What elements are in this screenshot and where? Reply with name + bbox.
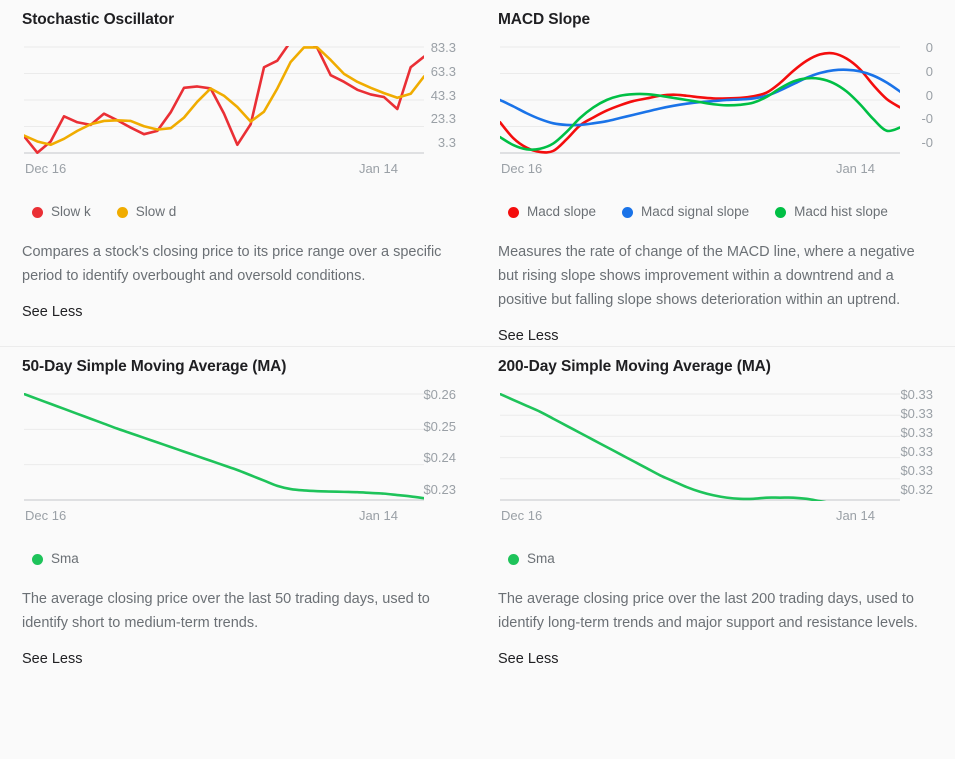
x-axis-labels: Dec 16 Jan 14 xyxy=(25,509,398,523)
chart-legend: Macd slope Macd signal slope Macd hist s… xyxy=(498,204,933,220)
x-tick-end: Jan 14 xyxy=(835,161,875,176)
series-line-sma xyxy=(24,393,424,500)
x-tick-end: Jan 14 xyxy=(358,161,398,176)
x-axis-labels: Dec 16 Jan 14 xyxy=(501,162,875,176)
see-less-toggle[interactable]: See Less xyxy=(22,651,83,667)
chart-200-day-sma: $0.33 $0.33 $0.33 $0.33 $0.33 $0.32 Dec … xyxy=(498,388,933,523)
y-tick: $0.33 xyxy=(900,463,933,478)
y-tick: 0 xyxy=(925,40,933,55)
line-chart-svg xyxy=(24,393,424,501)
y-tick: 63.3 xyxy=(430,63,456,79)
card-stochastic-oscillator: Stochastic Oscillator 83.3 63.3 43.3 23.… xyxy=(0,0,478,346)
page-title: Stochastic Oscillator xyxy=(22,11,175,28)
see-less-toggle[interactable]: See Less xyxy=(498,651,559,667)
x-tick-start: Dec 16 xyxy=(25,161,67,176)
x-tick-start: Dec 16 xyxy=(25,508,67,523)
legend-dot-icon xyxy=(508,206,519,218)
y-tick: $0.24 xyxy=(423,450,456,466)
legend-item[interactable]: Sma xyxy=(32,551,79,567)
indicator-grid: Stochastic Oscillator 83.3 63.3 43.3 23.… xyxy=(0,0,955,687)
line-chart-svg xyxy=(500,393,900,501)
legend-item-label: Slow d xyxy=(135,204,177,219)
legend-item[interactable]: Macd signal slope xyxy=(622,204,749,220)
page-title: 50-Day Simple Moving Average (MA) xyxy=(22,358,287,375)
page-title: 200-Day Simple Moving Average (MA) xyxy=(498,358,771,375)
y-tick: $0.32 xyxy=(900,482,933,497)
y-tick: $0.33 xyxy=(900,425,933,440)
chart-plot-area xyxy=(24,393,424,501)
x-tick-end: Jan 14 xyxy=(835,508,875,523)
y-tick: $0.25 xyxy=(423,418,456,434)
y-tick: -0 xyxy=(921,111,933,127)
legend-item-label: Macd hist slope xyxy=(794,204,888,219)
legend-item-label: Macd signal slope xyxy=(641,204,750,219)
legend-dot-icon xyxy=(32,553,43,565)
chart-legend: Sma xyxy=(22,551,456,567)
y-tick: 0 xyxy=(925,63,933,79)
indicator-description: Measures the rate of change of the MACD … xyxy=(498,244,915,308)
legend-dot-icon xyxy=(32,206,43,218)
y-tick: 0 xyxy=(925,87,933,103)
legend-item-label: Slow k xyxy=(51,204,91,219)
line-chart-svg xyxy=(24,46,424,154)
indicator-description: The average closing price over the last … xyxy=(22,591,430,631)
chart-legend: Slow k Slow d xyxy=(22,204,456,220)
chart-plot-area xyxy=(500,393,900,501)
y-tick: $0.33 xyxy=(900,387,933,402)
card-50-day-sma: 50-Day Simple Moving Average (MA) $0.26 … xyxy=(0,346,478,687)
line-chart-svg xyxy=(500,46,900,154)
see-less-toggle[interactable]: See Less xyxy=(22,304,83,320)
legend-item[interactable]: Macd hist slope xyxy=(775,204,888,220)
y-tick: 23.3 xyxy=(430,111,456,127)
series-line-slow-k xyxy=(24,46,424,154)
legend-item[interactable]: Slow d xyxy=(116,204,177,220)
y-tick: $0.33 xyxy=(900,406,933,421)
y-tick: -0 xyxy=(921,135,933,150)
series-line-macd-slope xyxy=(500,51,900,154)
chart-plot-area xyxy=(500,46,900,154)
chart-50-day-sma: $0.26 $0.25 $0.24 $0.23 Dec 16 Jan 14 xyxy=(22,388,456,523)
y-tick: 3.3 xyxy=(437,135,456,150)
chart-legend: Sma xyxy=(498,551,933,567)
series-line-slow-d xyxy=(24,46,424,147)
legend-dot-icon xyxy=(508,553,519,565)
page-title: MACD Slope xyxy=(498,11,591,28)
indicator-description: The average closing price over the last … xyxy=(498,591,918,631)
chart-stochastic-oscillator: 83.3 63.3 43.3 23.3 3.3 Dec 16 Jan 14 xyxy=(22,41,456,176)
legend-item-label: Sma xyxy=(51,551,79,566)
chart-macd-slope: 0 0 0 -0 -0 Dec 16 Jan 14 xyxy=(498,41,933,176)
y-tick: $0.23 xyxy=(423,481,456,497)
card-200-day-sma: 200-Day Simple Moving Average (MA) $0.33… xyxy=(478,346,955,687)
legend-item[interactable]: Slow k xyxy=(32,204,91,220)
legend-item[interactable]: Sma xyxy=(508,551,555,567)
see-less-toggle[interactable]: See Less xyxy=(498,328,559,344)
legend-item-label: Macd slope xyxy=(527,204,597,219)
legend-item[interactable]: Macd slope xyxy=(508,204,596,220)
legend-dot-icon xyxy=(775,206,787,218)
legend-dot-icon xyxy=(622,206,634,218)
y-tick: 83.3 xyxy=(430,40,456,55)
y-tick: $0.33 xyxy=(900,444,933,459)
x-axis-labels: Dec 16 Jan 14 xyxy=(501,509,875,523)
legend-dot-icon xyxy=(116,206,128,218)
card-macd-slope: MACD Slope 0 0 0 -0 -0 Dec 16 Jan 14 Mac… xyxy=(478,0,955,346)
y-tick: $0.26 xyxy=(423,387,456,402)
indicator-description: Compares a stock's closing price to its … xyxy=(22,244,442,284)
y-tick: 43.3 xyxy=(430,87,456,103)
series-line-sma xyxy=(500,393,827,501)
x-axis-labels: Dec 16 Jan 14 xyxy=(25,162,398,176)
x-tick-start: Dec 16 xyxy=(501,508,543,523)
x-tick-start: Dec 16 xyxy=(501,161,543,176)
chart-plot-area xyxy=(24,46,424,154)
legend-item-label: Sma xyxy=(527,551,555,566)
x-tick-end: Jan 14 xyxy=(358,508,398,523)
series-line-macd-hist-slope xyxy=(500,76,900,151)
